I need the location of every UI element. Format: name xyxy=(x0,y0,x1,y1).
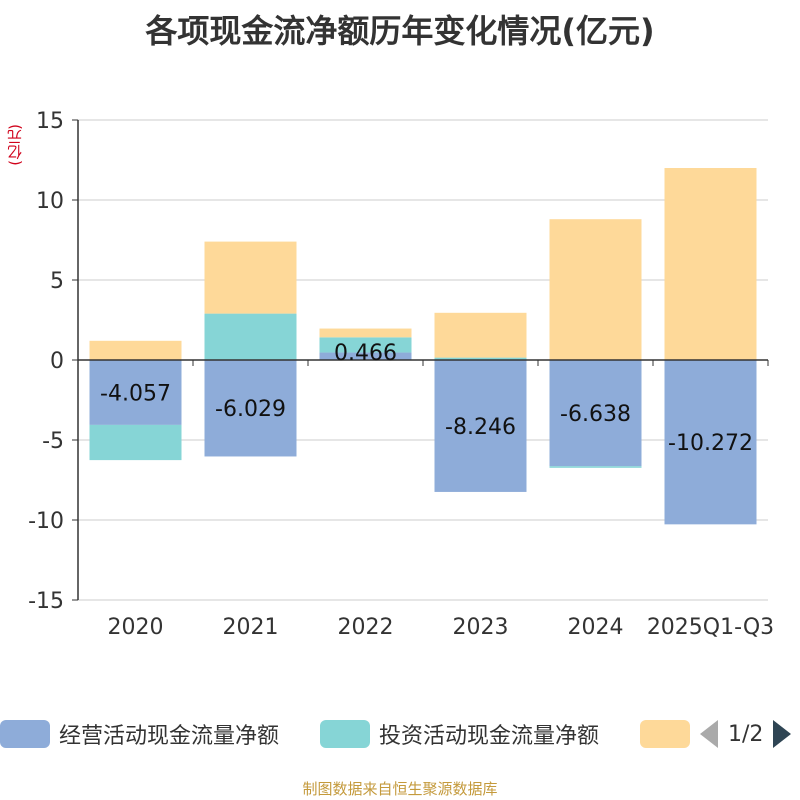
legend-pager: 1/2 xyxy=(700,716,792,752)
x-tick-label: 2021 xyxy=(223,615,279,640)
x-tick-label: 2025Q1-Q3 xyxy=(647,615,774,640)
y-tick-label: -10 xyxy=(28,509,64,534)
data-label-2025Q1-Q3: -10.272 xyxy=(668,431,753,456)
x-tick-label: 2024 xyxy=(568,615,624,640)
y-tick-label: -5 xyxy=(42,429,64,454)
bar-0-2024 xyxy=(549,360,642,467)
legend-item-financing[interactable] xyxy=(640,716,690,752)
legend-item-investing[interactable]: 投资活动现金流量净额 xyxy=(320,716,599,752)
bar-0-2023 xyxy=(434,360,527,492)
y-tick-label: 10 xyxy=(36,189,64,214)
data-label-2023: -8.246 xyxy=(445,415,516,440)
y-tick-label: -15 xyxy=(28,589,64,614)
legend-swatch-financing xyxy=(640,720,690,748)
legend-label-operating: 经营活动现金流量净额 xyxy=(59,724,280,749)
bar-chart: 15 10 5 0 -5 -10 -15 2020 2021 2022 2023 2024 2025Q1… xyxy=(28,109,774,640)
x-tick-label: 2022 xyxy=(338,615,394,640)
bar-2-2024 xyxy=(549,219,642,360)
bar-1-2020 xyxy=(89,424,182,461)
bar-1-2023 xyxy=(434,357,527,360)
chart-title: 各项现金流净额历年变化情况(亿元) xyxy=(145,12,655,50)
legend-label-investing: 投资活动现金流量净额 xyxy=(379,724,600,749)
bar-1-2022 xyxy=(319,337,412,353)
bar-2-2020 xyxy=(89,340,182,360)
legend-page-indicator: 1/2 xyxy=(728,721,764,747)
bar-0-2025Q1-Q3 xyxy=(664,360,757,525)
legend-swatch-investing xyxy=(320,720,370,748)
x-tick-label: 2023 xyxy=(453,615,509,640)
bar-0-2022 xyxy=(319,352,412,360)
legend-prev-icon[interactable] xyxy=(700,720,718,748)
bar-1-2024 xyxy=(549,466,642,468)
bar-1-2021 xyxy=(204,313,297,360)
data-labels: -4.057 -6.029 0.466 -8.246 -6.638 -10.272 xyxy=(100,341,753,456)
data-label-2022: 0.466 xyxy=(334,341,397,366)
bar-2-2021 xyxy=(204,241,297,314)
bar-2-2022 xyxy=(319,328,412,338)
y-tick-label: 5 xyxy=(50,269,64,294)
data-label-2021: -6.029 xyxy=(215,397,286,422)
axes: 15 10 5 0 -5 -10 -15 2020 2021 2022 2023 2024 2025Q1… xyxy=(28,109,774,640)
y-tick-label: 0 xyxy=(50,349,64,374)
legend-item-operating[interactable]: 经营活动现金流量净额 xyxy=(0,716,279,752)
source-footer: 制图数据来自恒生聚源数据库 xyxy=(302,780,498,798)
bars xyxy=(89,168,757,525)
bar-2-2025Q1-Q3 xyxy=(664,168,757,360)
legend: 经营活动现金流量净额 投资活动现金流量净额 1/2 xyxy=(0,716,800,752)
y-tick-label: 15 xyxy=(36,109,64,134)
x-tick-label: 2020 xyxy=(108,615,164,640)
bar-0-2020 xyxy=(89,360,182,425)
legend-swatch-operating xyxy=(0,720,50,748)
bar-2-2023 xyxy=(434,312,527,358)
data-label-2024: -6.638 xyxy=(560,402,631,427)
legend-next-icon[interactable] xyxy=(773,720,792,748)
data-label-2020: -4.057 xyxy=(100,381,171,406)
bar-0-2021 xyxy=(204,360,297,457)
